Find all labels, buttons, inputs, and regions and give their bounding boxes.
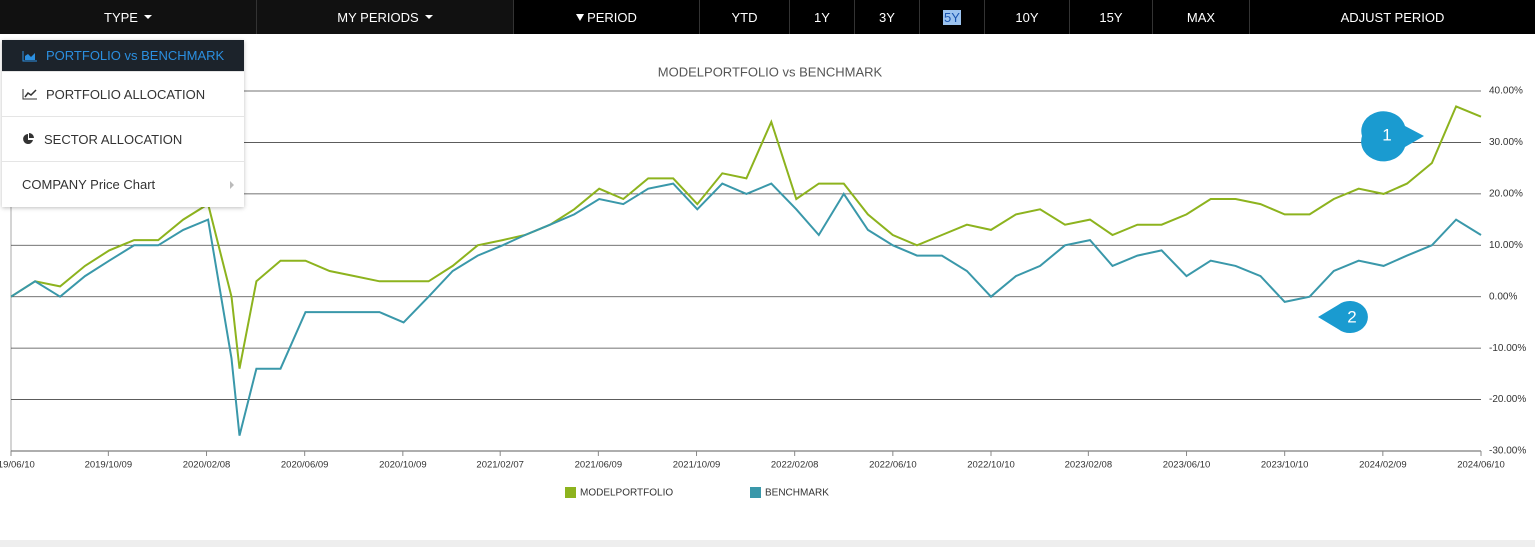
type-menu: PORTFOLIO vs BENCHMARK PORTFOLIO ALLOCAT… [2, 40, 244, 207]
menu-item-label: PORTFOLIO vs BENCHMARK [46, 48, 225, 63]
x-tick-label: 2024/02/09 [1359, 460, 1407, 471]
x-tick-label: 2021/02/07 [476, 460, 524, 471]
plot: -30.00% -20.00% -10.00% 0.00% 10.00% 20.00% 30… [0, 86, 1526, 499]
my-periods-label: MY PERIODS [337, 9, 419, 25]
callout-label: 1 [1382, 125, 1391, 144]
x-tick-label: 2022/10/10 [967, 460, 1015, 471]
adjust-period-label: ADJUST PERIOD [1340, 9, 1445, 25]
legend-label: BENCHMARK [765, 488, 829, 499]
legend-swatch [565, 487, 576, 498]
menu-item[interactable]: SECTOR ALLOCATION [2, 117, 244, 162]
period-option[interactable]: 15Y [1070, 0, 1153, 34]
chart: -30.00% -20.00% -10.00% 0.00% 10.00% 20.00% 30… [0, 64, 1526, 499]
callout: 1 [1361, 111, 1424, 162]
period-option[interactable]: YTD [700, 0, 790, 34]
x-tick-label: 2020/10/09 [379, 460, 427, 471]
toolbar: TYPE MY PERIODS PERIOD YTD 1Y 3Y 5Y 10Y … [0, 0, 1535, 34]
period-option[interactable]: 10Y [985, 0, 1070, 34]
type-button[interactable]: TYPE [0, 0, 257, 34]
adjust-period-button[interactable]: ADJUST PERIOD [1250, 0, 1535, 34]
y-tick-label: -20.00% [1489, 394, 1526, 405]
y-tick-label: 20.00% [1489, 188, 1523, 199]
series-line [10, 182, 1482, 436]
line-icon [22, 89, 37, 100]
period-option[interactable]: MAX [1153, 0, 1250, 34]
period-option-label: 5Y [943, 9, 961, 25]
legend: MODELPORTFOLIO BENCHMARK [565, 487, 829, 499]
menu-item[interactable]: PORTFOLIO vs BENCHMARK [2, 40, 244, 72]
period-option-label: 1Y [814, 9, 830, 25]
x-tick-label: 2023/02/08 [1065, 460, 1113, 471]
pie-icon [23, 133, 34, 144]
x-tick-label: 2020/06/09 [281, 460, 329, 471]
x-tick-label: 2019/06/10 [0, 460, 35, 471]
chart-title: MODELPORTFOLIO vs BENCHMARK [658, 64, 883, 79]
menu-item[interactable]: COMPANY Price Chart [2, 162, 244, 207]
period-option-label: 3Y [879, 9, 895, 25]
menu-item-label: PORTFOLIO ALLOCATION [46, 86, 206, 102]
y-tick-label: 30.00% [1489, 137, 1523, 148]
x-tick-label: 2020/02/08 [183, 460, 231, 471]
my-periods-button[interactable]: MY PERIODS [257, 0, 514, 34]
y-tick-label: 10.00% [1489, 240, 1523, 251]
menu-item-label: SECTOR ALLOCATION [44, 131, 183, 147]
footer-strip [0, 540, 1535, 547]
x-tick-label: 2021/10/09 [673, 460, 721, 471]
period-option[interactable]: 1Y [790, 0, 855, 34]
callout-label: 2 [1347, 307, 1356, 326]
x-tick-label: 2023/06/10 [1163, 460, 1211, 471]
period-label: PERIOD [587, 9, 637, 25]
legend-label: MODELPORTFOLIO [580, 488, 673, 499]
period-option[interactable]: 5Y [920, 0, 985, 34]
x-tick-label: 2019/10/09 [85, 460, 133, 471]
period-option[interactable]: 3Y [855, 0, 920, 34]
y-tick-label: -10.00% [1489, 343, 1526, 354]
y-tick-label: 40.00% [1489, 86, 1523, 97]
period-button[interactable]: PERIOD [514, 0, 700, 34]
callout: 2 [1318, 300, 1368, 333]
y-tick-label: 0.00% [1489, 291, 1517, 302]
x-tick-label: 2021/06/09 [575, 460, 623, 471]
x-tick-label: 2024/06/10 [1457, 460, 1505, 471]
period-option-label: MAX [1186, 9, 1216, 25]
series-line [10, 105, 1482, 369]
menu-item-label: COMPANY Price Chart [22, 177, 156, 192]
area-icon [22, 50, 37, 61]
x-tick-label: 2023/10/10 [1261, 460, 1309, 471]
type-label: TYPE [104, 9, 138, 25]
period-option-label: 10Y [1015, 9, 1039, 25]
period-option-label: YTD [731, 9, 758, 25]
y-tick-label: -30.00% [1489, 446, 1526, 457]
menu-item[interactable]: PORTFOLIO ALLOCATION [2, 72, 244, 117]
x-tick-label: 2022/02/08 [771, 460, 819, 471]
legend-swatch [750, 487, 761, 498]
x-tick-label: 2022/06/10 [869, 460, 917, 471]
period-option-label: 15Y [1099, 9, 1123, 25]
